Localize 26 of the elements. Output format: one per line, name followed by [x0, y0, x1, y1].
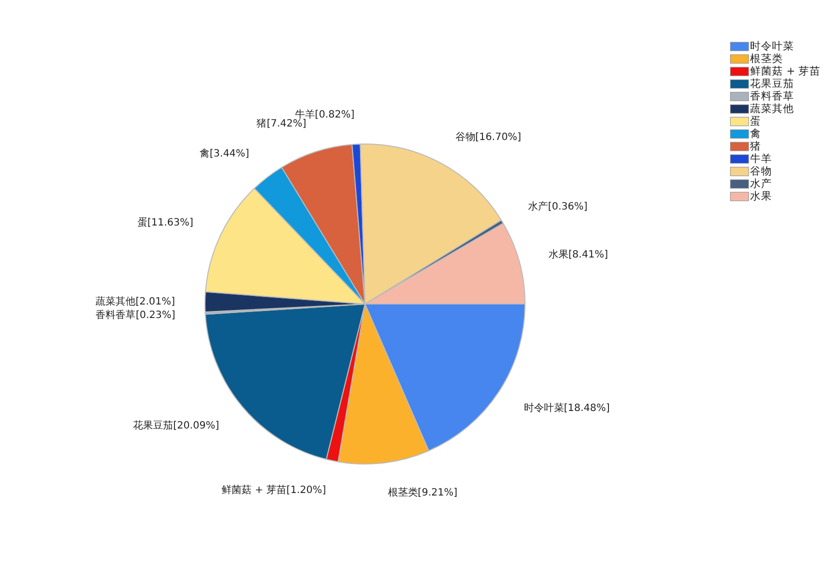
category-label: 花果豆茄[20.09%]	[133, 420, 220, 432]
legend-label: 牛羊	[750, 152, 772, 165]
category-label: 时令叶菜[18.48%]	[524, 403, 610, 414]
category-label: 根茎类[9.21%]	[388, 488, 458, 499]
legend-label: 花果豆茄	[750, 77, 794, 90]
category-label: 水产[0.36%]	[528, 201, 588, 212]
legend-label: 猪	[750, 140, 761, 152]
category-label: 水果[8.41%]	[548, 249, 608, 260]
legend-label: 禽	[750, 128, 761, 140]
legend-label: 蛋	[750, 116, 761, 128]
category-label: 禽[3.44%]	[200, 148, 250, 160]
legend-label: 蔬菜其他	[750, 102, 794, 115]
legend-label: 香料香草	[750, 90, 794, 102]
legend-label: 谷物	[750, 166, 772, 178]
category-label: 谷物[16.70%]	[455, 132, 522, 143]
category-label: 蛋[11.63%]	[137, 218, 194, 229]
legend-label: 水果	[750, 190, 772, 202]
legend-label: 鲜菌菇 + 芽苗	[750, 64, 820, 78]
legend-label: 根茎类	[750, 52, 783, 65]
category-label: 香料香草[0.23%]	[96, 310, 176, 321]
category-label: 鲜菌菇 + 芽苗[1.20%]	[222, 484, 326, 496]
legend-label: 水产	[750, 177, 772, 190]
category-label: 猪[7.42%]	[256, 118, 306, 130]
legend-label: 时令叶菜	[750, 40, 794, 52]
category-label: 蔬菜其他[2.01%]	[95, 296, 176, 308]
category-label: 牛羊[0.82%]	[294, 109, 354, 120]
